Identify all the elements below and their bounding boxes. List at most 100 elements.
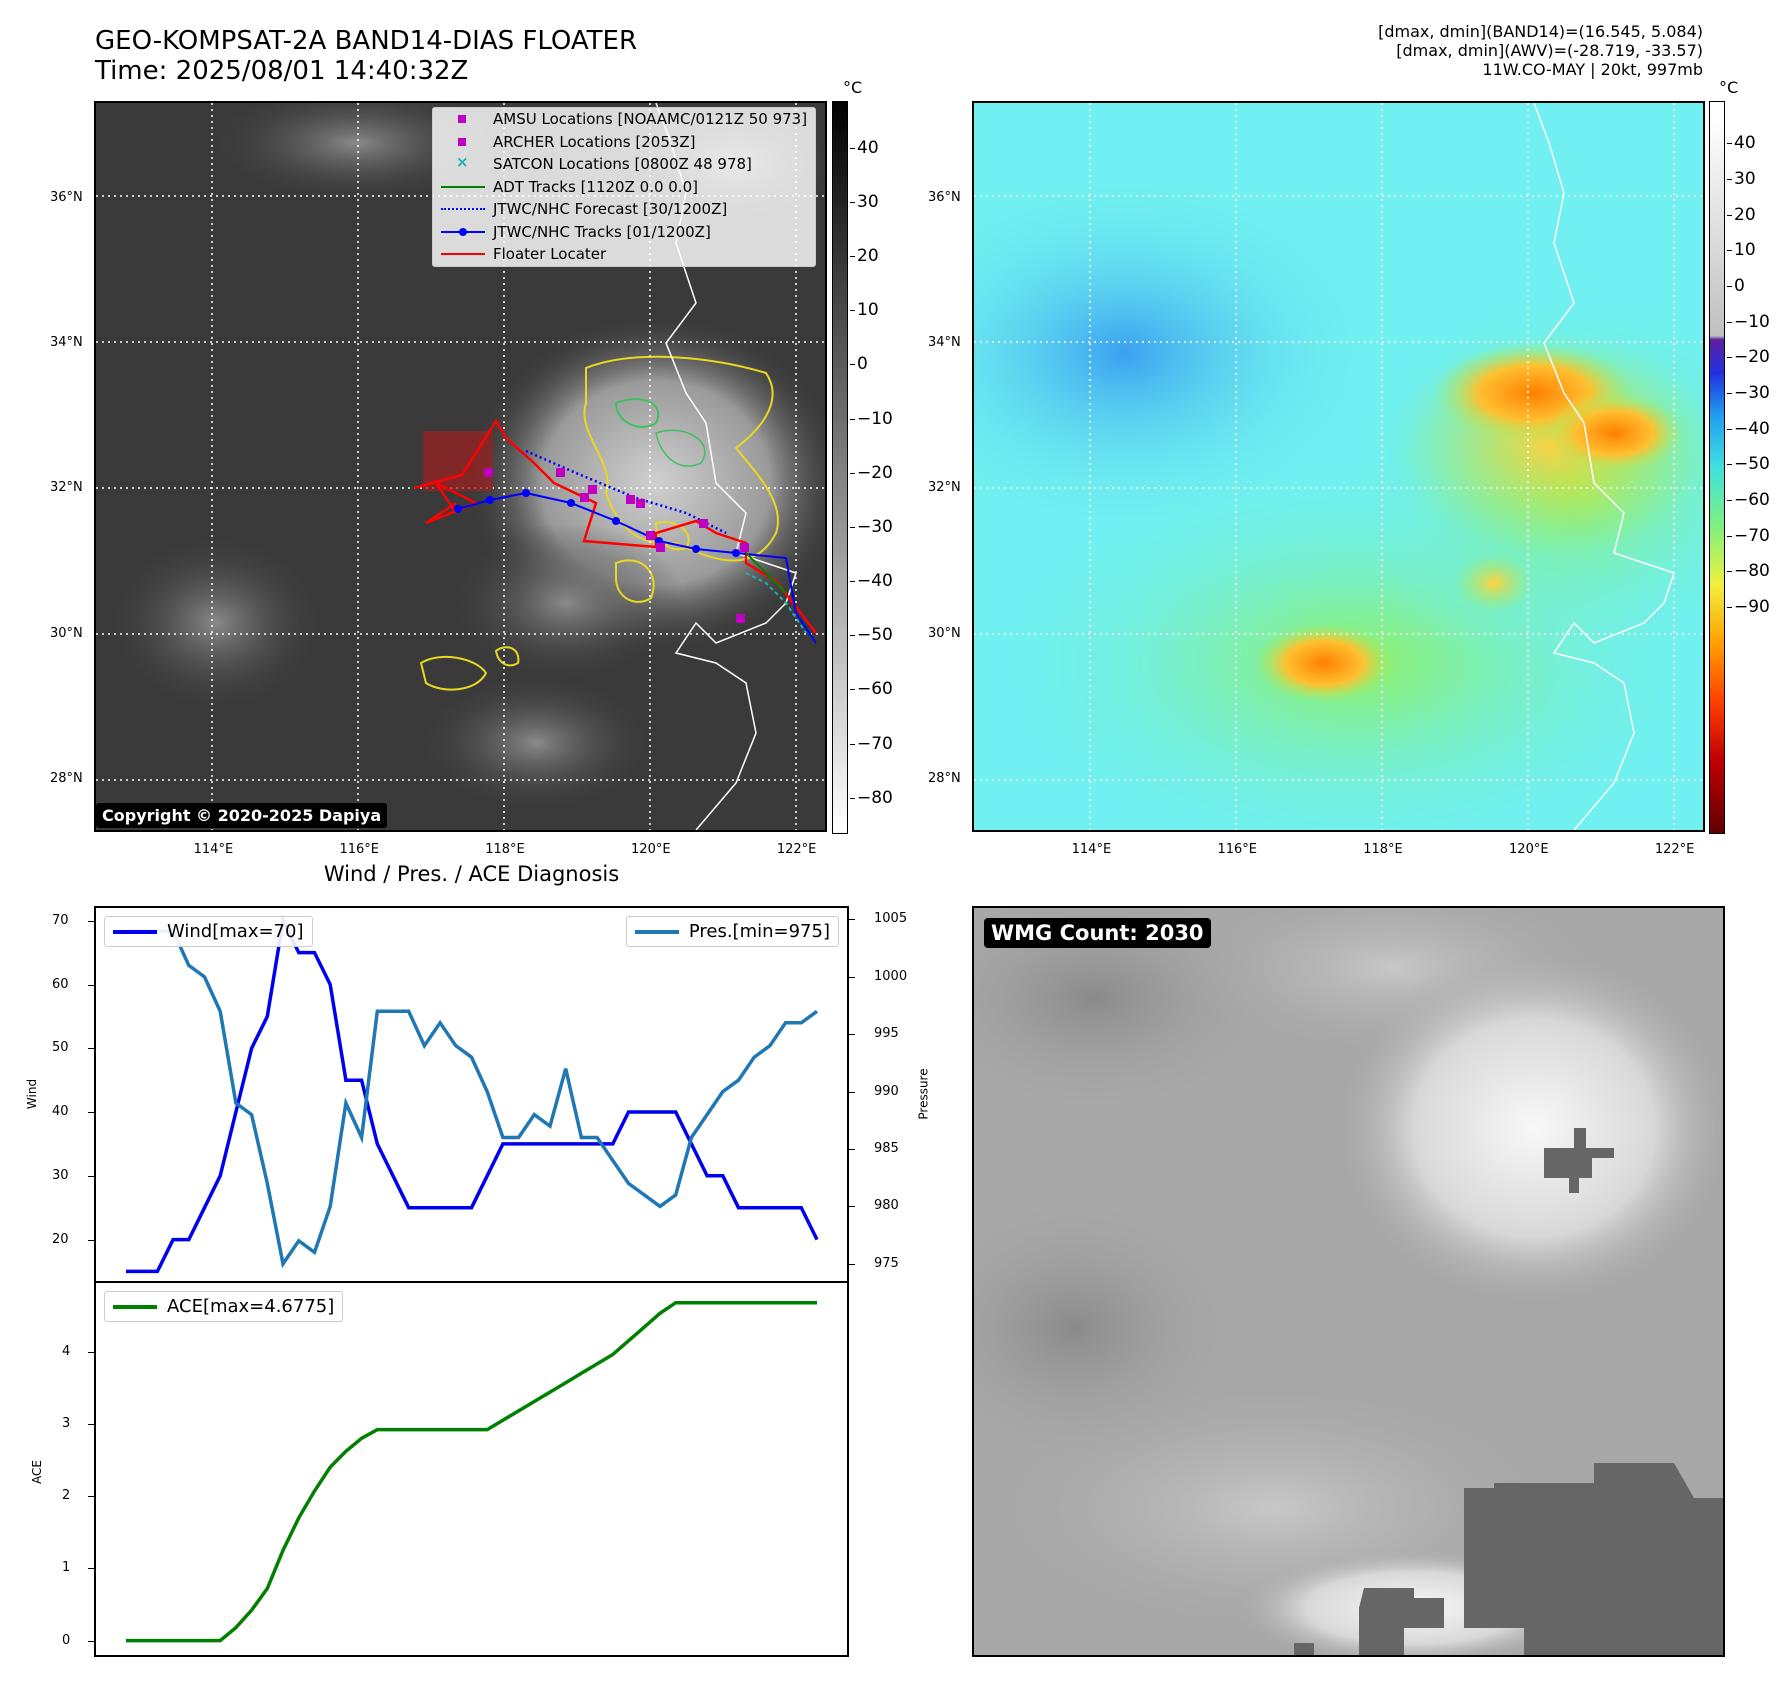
legend-label: JTWC/NHC Tracks [01/1200Z]: [493, 222, 711, 241]
colorbar-tick-mark: [1727, 321, 1732, 323]
wind-series-line-point: [737, 1206, 740, 1209]
wind-series-line-point: [627, 1110, 630, 1113]
wind-series-line-point: [297, 951, 300, 954]
colorbar-tick-mark: [850, 147, 855, 149]
pressure-series-line-point: [376, 1010, 379, 1013]
pressure-legend: Pres.[min=975]: [625, 916, 839, 947]
wind-series-line-point: [486, 1174, 489, 1177]
colorbar-tick-mark: [1727, 393, 1732, 395]
pressure-tick-mark: [849, 1034, 855, 1036]
colorbar-tick-mark: [1727, 286, 1732, 288]
pressure-series-line-point: [329, 1205, 332, 1208]
lon-tick-label: 118°E: [485, 842, 525, 857]
pressure-series-line-point: [470, 1056, 473, 1059]
ace-series-line-point: [281, 1549, 284, 1552]
pressure-tick-mark: [849, 1206, 855, 1208]
colorbar-tick-mark: [850, 201, 855, 203]
wind-series-line-point: [564, 1142, 567, 1145]
lat-tick-label: 36°N: [928, 189, 961, 205]
ace-series-line-point: [172, 1639, 175, 1642]
ace-series-line-point: [784, 1301, 787, 1304]
ace-series-line-point: [376, 1428, 379, 1431]
pressure-series-line-point: [266, 1182, 269, 1185]
lon-tick-label: 116°E: [339, 842, 379, 857]
legend-marker: [441, 112, 485, 126]
wind-series-line-point: [501, 1142, 504, 1145]
pressure-tick-label: 980: [874, 1198, 899, 1214]
ace-series-line-point: [658, 1312, 661, 1315]
wind-series-line-point: [266, 1015, 269, 1018]
colorbar-tick-label: −40: [1734, 418, 1770, 439]
cold-cloud-contour: [583, 355, 779, 562]
lat-tick-label: 30°N: [50, 625, 83, 641]
colorbar-tick-mark: [850, 364, 855, 366]
pressure-series-line-point: [313, 1251, 316, 1254]
lat-tick-label: 28°N: [50, 771, 83, 787]
lat-tick-label: 32°N: [928, 480, 961, 496]
ace-series-line-point: [454, 1428, 457, 1431]
legend-entry: × SATCON Locations [0800Z 48 978]: [433, 153, 815, 176]
lat-tick-label: 32°N: [50, 480, 83, 496]
ace-series-line-point: [548, 1391, 551, 1394]
wind-series-line-point: [423, 1206, 426, 1209]
colorbar-tick-label: −60: [857, 679, 893, 700]
lat-tick-label: 34°N: [928, 334, 961, 350]
wmg-count-label: WMG Count: 2030: [984, 918, 1211, 948]
pressure-series-line-point: [423, 1044, 426, 1047]
wind-tick-mark: [88, 1048, 94, 1050]
wind-tick-label: 20: [52, 1231, 69, 1247]
lat-tick-label: 28°N: [928, 771, 961, 787]
ace-tick-mark: [88, 1568, 94, 1570]
colorbar-tick-label: −30: [1734, 383, 1770, 404]
cloud-patch: [206, 103, 506, 203]
cold-top-region: [1254, 623, 1394, 703]
legend-label: ARCHER Locations [2053Z]: [493, 132, 696, 151]
pressure-series-line-point: [564, 1067, 567, 1070]
pressure-series-line-point: [344, 1102, 347, 1105]
legend-label: ADT Tracks [1120Z 0.0 0.0]: [493, 177, 698, 196]
legend-label: Floater Locater: [493, 245, 607, 264]
very-cold-contour: [614, 398, 660, 428]
ace-series-line-point: [360, 1437, 363, 1440]
pressure-series-line-point: [674, 1193, 677, 1196]
best-track-points: [454, 489, 740, 557]
ace-series-line-point: [124, 1639, 127, 1642]
wind-tick-label: 50: [52, 1040, 69, 1056]
cold-cloud-contour: [494, 646, 520, 667]
pressure-legend-swatch: [634, 929, 679, 934]
ace-series-line-point: [329, 1466, 332, 1469]
colorbar-tick-label: −80: [1734, 561, 1770, 582]
wind-series-line-point: [187, 1238, 190, 1241]
wind-tick-mark: [88, 1175, 94, 1177]
pressure-series-line-point: [768, 1044, 771, 1047]
wind-legend: Wind[max=70]: [104, 916, 313, 947]
wind-tick-mark: [88, 1112, 94, 1114]
ace-series-line-point: [470, 1428, 473, 1431]
wind-series-line-point: [768, 1206, 771, 1209]
wind-series-line-point: [344, 1079, 347, 1082]
ace-series-line-point: [219, 1639, 222, 1642]
pressure-series-line-point: [611, 1159, 614, 1162]
colorbar-tick-label: 20: [857, 246, 879, 267]
wind-tick-label: 40: [52, 1104, 69, 1120]
legend-label: JTWC/NHC Forecast [30/1200Z]: [493, 200, 728, 219]
ace-tick-label: 2: [62, 1488, 71, 1504]
colorbar-tick-mark: [1727, 250, 1732, 252]
colorbar-tick-label: −60: [1734, 490, 1770, 511]
colorbar-tick-mark: [1727, 500, 1732, 502]
ir-satellite-map: AMSU Locations [NOAAMC/0121Z 50 973] ARCH…: [94, 101, 827, 832]
colorbar-tick-label: −50: [1734, 454, 1770, 475]
ace-series-line-point: [140, 1639, 143, 1642]
ace-series-line-point: [501, 1419, 504, 1422]
pressure-tick-mark: [849, 1263, 855, 1265]
wind-series-line-point: [250, 1047, 253, 1050]
wind-series-line-point: [517, 1142, 520, 1145]
lon-tick-label: 118°E: [1363, 842, 1403, 857]
wind-tick-label: 70: [52, 912, 69, 928]
legend-marker: [441, 135, 485, 149]
ace-tick-label: 3: [62, 1415, 71, 1431]
colorbar-tick-mark: [1727, 535, 1732, 537]
lat-tick-label: 30°N: [928, 625, 961, 641]
wind-tick-label: 60: [52, 976, 69, 992]
wind-series-line-point: [674, 1110, 677, 1113]
